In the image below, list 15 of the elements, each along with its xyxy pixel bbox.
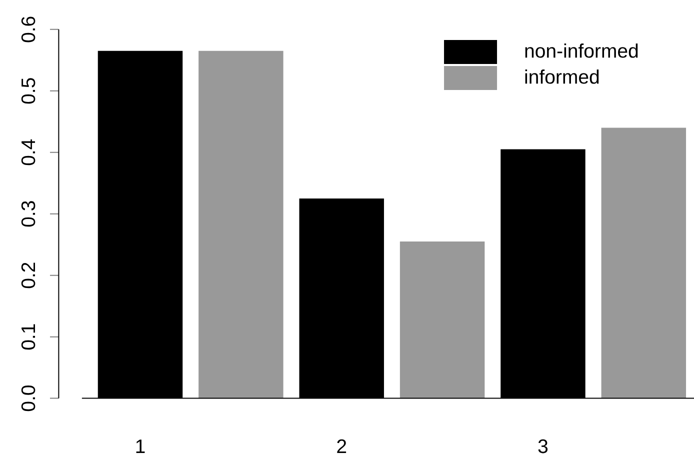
y-tick-label: 0.6	[21, 16, 36, 42]
x-tick-label: 1	[136, 440, 145, 453]
bar	[400, 242, 485, 398]
x-tick-label: 2	[337, 439, 346, 453]
y-tick-label: 0.3	[21, 201, 36, 227]
y-tick-label: 0.2	[21, 262, 36, 288]
bar	[198, 50, 284, 398]
y-tick-label: 0.0	[21, 386, 36, 412]
x-tick-label: 3	[538, 439, 548, 454]
legend-label: informed	[525, 69, 599, 84]
y-tick-label: 0.1	[21, 324, 36, 350]
legend-label: non-informed	[525, 43, 638, 58]
y-tick-label: 0.5	[21, 78, 36, 104]
y-tick-label: 0.4	[21, 139, 36, 166]
bar	[601, 128, 686, 398]
